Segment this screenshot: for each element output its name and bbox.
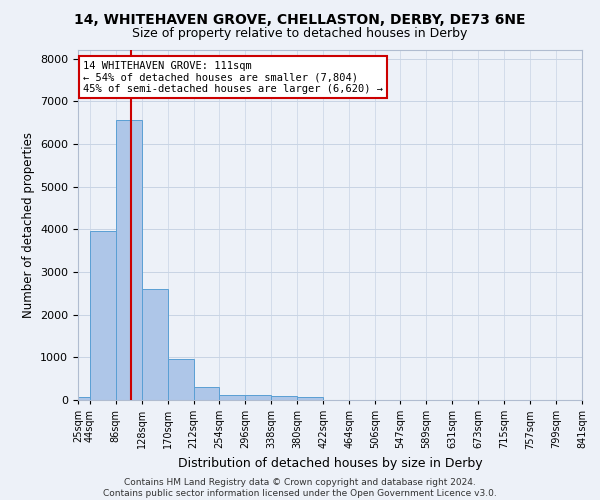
Bar — [297, 397, 323, 400]
Y-axis label: Number of detached properties: Number of detached properties — [22, 132, 35, 318]
Text: 14 WHITEHAVEN GROVE: 111sqm
← 54% of detached houses are smaller (7,804)
45% of : 14 WHITEHAVEN GROVE: 111sqm ← 54% of det… — [83, 60, 383, 94]
Bar — [245, 396, 271, 400]
Text: Contains HM Land Registry data © Crown copyright and database right 2024.
Contai: Contains HM Land Registry data © Crown c… — [103, 478, 497, 498]
Bar — [193, 387, 220, 400]
Text: 14, WHITEHAVEN GROVE, CHELLASTON, DERBY, DE73 6NE: 14, WHITEHAVEN GROVE, CHELLASTON, DERBY,… — [74, 12, 526, 26]
Bar — [271, 396, 297, 400]
Bar — [90, 232, 116, 400]
Text: Size of property relative to detached houses in Derby: Size of property relative to detached ho… — [133, 28, 467, 40]
Bar — [78, 397, 90, 400]
Bar — [220, 395, 245, 400]
X-axis label: Distribution of detached houses by size in Derby: Distribution of detached houses by size … — [178, 457, 482, 470]
Bar — [142, 289, 167, 400]
Bar — [116, 120, 142, 400]
Bar — [167, 360, 193, 400]
